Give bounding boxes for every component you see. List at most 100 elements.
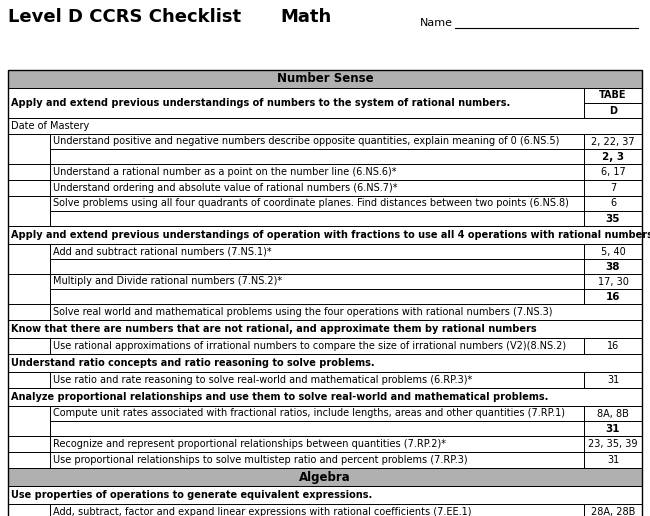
- Bar: [584, 406, 642, 421]
- Bar: [584, 259, 642, 274]
- Bar: [8, 338, 50, 354]
- Bar: [8, 180, 50, 196]
- Bar: [50, 289, 584, 304]
- Text: 2, 22, 37: 2, 22, 37: [592, 137, 635, 147]
- Text: Number Sense: Number Sense: [277, 73, 373, 86]
- Bar: [8, 70, 642, 88]
- Text: 6, 17: 6, 17: [601, 167, 625, 177]
- Bar: [8, 372, 50, 388]
- Bar: [8, 486, 642, 504]
- Bar: [584, 274, 642, 289]
- Text: Apply and extend previous understandings of numbers to the system of rational nu: Apply and extend previous understandings…: [11, 98, 510, 108]
- Bar: [8, 304, 50, 320]
- Text: Solve problems using all four quadrants of coordinate planes. Find distances bet: Solve problems using all four quadrants …: [53, 199, 569, 208]
- Bar: [50, 134, 584, 149]
- Bar: [50, 421, 584, 436]
- Bar: [50, 406, 584, 421]
- Bar: [50, 452, 584, 468]
- Bar: [584, 372, 642, 388]
- Text: Use properties of operations to generate equivalent expressions.: Use properties of operations to generate…: [11, 490, 372, 500]
- Bar: [50, 338, 584, 354]
- Bar: [50, 211, 584, 226]
- Text: Solve real world and mathematical problems using the four operations with ration: Solve real world and mathematical proble…: [53, 307, 552, 317]
- Bar: [50, 304, 642, 320]
- Bar: [584, 180, 642, 196]
- Bar: [50, 149, 584, 164]
- Bar: [8, 196, 50, 226]
- Bar: [584, 338, 642, 354]
- Text: Compute unit rates associated with fractional ratios, include lengths, areas and: Compute unit rates associated with fract…: [53, 409, 565, 418]
- Bar: [50, 164, 584, 180]
- Text: Understand positive and negative numbers describe opposite quantities, explain m: Understand positive and negative numbers…: [53, 137, 560, 147]
- Text: Multiply and Divide rational numbers (7.NS.2)*: Multiply and Divide rational numbers (7.…: [53, 277, 282, 286]
- Bar: [8, 244, 50, 274]
- Text: 8A, 8B: 8A, 8B: [597, 409, 629, 418]
- Text: 16: 16: [607, 341, 619, 351]
- Text: Date of Mastery: Date of Mastery: [11, 121, 89, 131]
- Text: Use proportional relationships to solve multistep ratio and percent problems (7.: Use proportional relationships to solve …: [53, 455, 467, 465]
- Bar: [584, 134, 642, 149]
- Text: 31: 31: [607, 455, 619, 465]
- Bar: [584, 244, 642, 259]
- Bar: [8, 88, 584, 118]
- Text: 28A, 28B: 28A, 28B: [591, 507, 635, 516]
- Bar: [8, 226, 642, 244]
- Text: 38: 38: [606, 262, 620, 271]
- Text: Know that there are numbers that are not rational, and approximate them by ratio: Know that there are numbers that are not…: [11, 324, 537, 334]
- Text: 5, 40: 5, 40: [601, 247, 625, 256]
- Bar: [8, 354, 642, 372]
- Text: Use rational approximations of irrational numbers to compare the size of irratio: Use rational approximations of irrationa…: [53, 341, 566, 351]
- Text: TABE: TABE: [599, 90, 627, 101]
- Bar: [8, 436, 50, 452]
- Bar: [8, 452, 50, 468]
- Text: Understand a rational number as a point on the number line (6.NS.6)*: Understand a rational number as a point …: [53, 167, 396, 177]
- Bar: [8, 164, 50, 180]
- Text: Analyze proportional relationships and use them to solve real-world and mathemat: Analyze proportional relationships and u…: [11, 392, 549, 402]
- Bar: [584, 452, 642, 468]
- Bar: [584, 103, 642, 118]
- Text: Name: Name: [420, 18, 453, 28]
- Bar: [50, 244, 584, 259]
- Text: 6: 6: [610, 199, 616, 208]
- Text: 17, 30: 17, 30: [597, 277, 629, 286]
- Text: 16: 16: [606, 292, 620, 301]
- Bar: [584, 88, 642, 103]
- Bar: [584, 436, 642, 452]
- Bar: [50, 372, 584, 388]
- Bar: [584, 421, 642, 436]
- Bar: [8, 134, 50, 164]
- Bar: [8, 504, 50, 516]
- Bar: [50, 436, 584, 452]
- Bar: [584, 211, 642, 226]
- Bar: [584, 289, 642, 304]
- Text: Math: Math: [280, 8, 332, 26]
- Text: Use ratio and rate reasoning to solve real-world and mathematical problems (6.RP: Use ratio and rate reasoning to solve re…: [53, 375, 473, 385]
- Bar: [8, 406, 50, 436]
- Bar: [584, 504, 642, 516]
- Bar: [8, 118, 642, 134]
- Bar: [584, 196, 642, 211]
- Bar: [8, 468, 642, 486]
- Text: 35: 35: [606, 214, 620, 223]
- Text: Add and subtract rational numbers (7.NS.1)*: Add and subtract rational numbers (7.NS.…: [53, 247, 272, 256]
- Text: 23, 35, 39: 23, 35, 39: [588, 439, 638, 449]
- Bar: [50, 274, 584, 289]
- Text: 31: 31: [607, 375, 619, 385]
- Bar: [8, 388, 642, 406]
- Bar: [8, 274, 50, 304]
- Bar: [50, 180, 584, 196]
- Text: Algebra: Algebra: [299, 471, 351, 483]
- Text: Apply and extend previous understandings of operation with fractions to use all : Apply and extend previous understandings…: [11, 230, 650, 240]
- Text: 31: 31: [606, 424, 620, 433]
- Text: Level D CCRS Checklist: Level D CCRS Checklist: [8, 8, 241, 26]
- Text: Understand ratio concepts and ratio reasoning to solve problems.: Understand ratio concepts and ratio reas…: [11, 358, 374, 368]
- Text: D: D: [609, 105, 617, 116]
- Text: 2, 3: 2, 3: [602, 152, 624, 162]
- Text: Add, subtract, factor and expand linear expressions with rational coefficients (: Add, subtract, factor and expand linear …: [53, 507, 471, 516]
- Text: Understand ordering and absolute value of rational numbers (6.NS.7)*: Understand ordering and absolute value o…: [53, 183, 398, 193]
- Bar: [50, 504, 584, 516]
- Bar: [584, 149, 642, 164]
- Bar: [50, 196, 584, 211]
- Bar: [584, 164, 642, 180]
- Bar: [50, 259, 584, 274]
